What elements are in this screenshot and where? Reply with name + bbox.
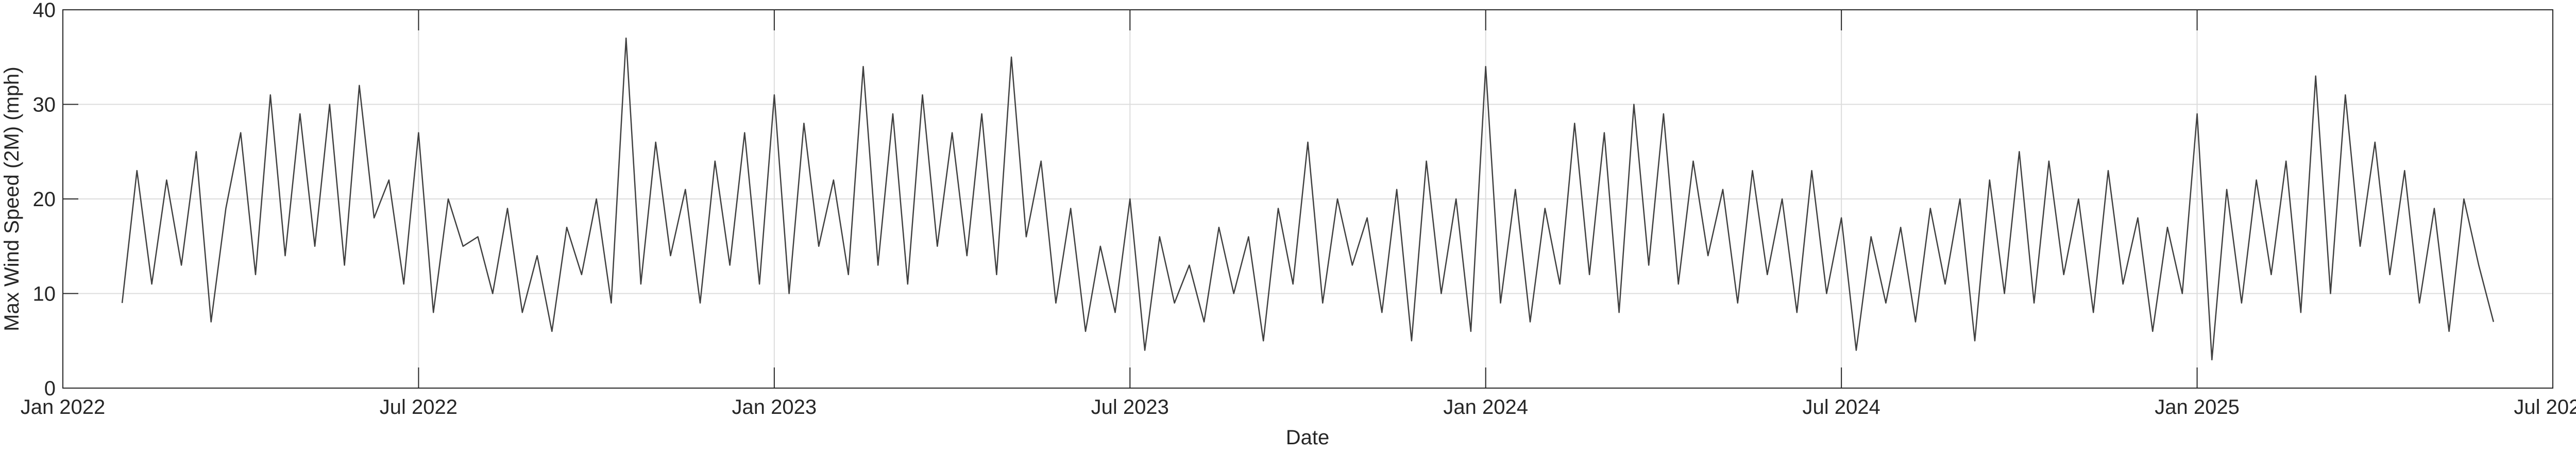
axes-box — [62, 9, 2553, 389]
x-tick-label: Jan 2025 — [2155, 396, 2240, 418]
y-tick-label: 10 — [33, 283, 56, 306]
x-tick-label: Jan 2024 — [1443, 396, 1528, 418]
x-tick-label: Jul 2025 — [2514, 396, 2576, 418]
data-line — [121, 37, 2495, 361]
y-tick-label: 40 — [33, 0, 56, 22]
x-tick-label: Jul 2023 — [1091, 396, 1169, 418]
y-tick-label: 20 — [33, 188, 56, 211]
x-tick-label: Jul 2024 — [1803, 396, 1880, 418]
y-tick-label: 0 — [44, 377, 56, 400]
x-axis-label: Date — [1286, 426, 1330, 449]
x-tick-label: Jan 2023 — [732, 396, 817, 418]
y-axis-label: Max Wind Speed (2M) (mph) — [1, 66, 23, 331]
y-tick-label: 30 — [33, 94, 56, 116]
x-tick-label: Jan 2022 — [21, 396, 106, 418]
x-tick-label: Jul 2022 — [380, 396, 457, 418]
